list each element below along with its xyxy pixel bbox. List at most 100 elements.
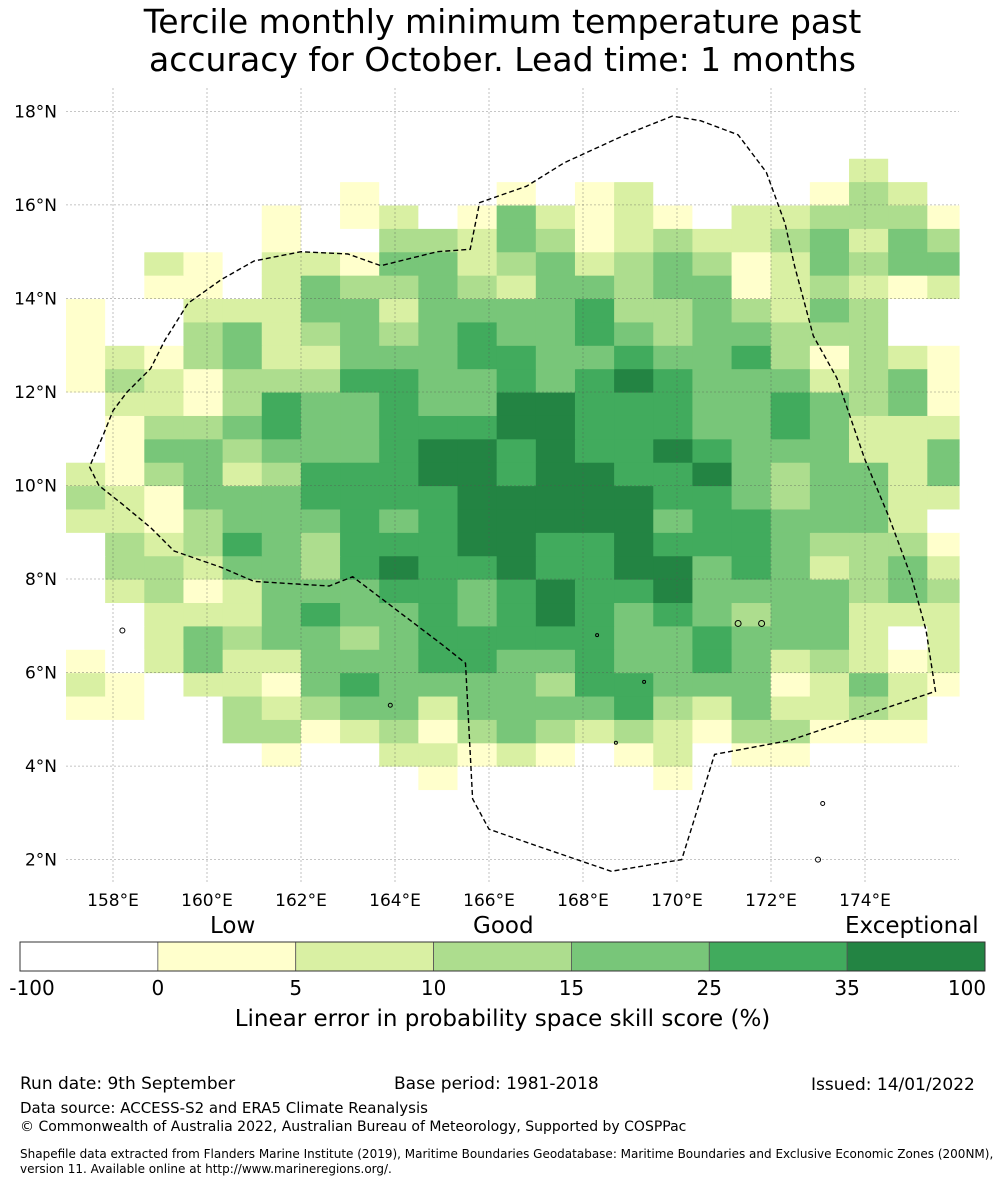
- skill-cell: [888, 789, 928, 814]
- skill-cell: [144, 158, 185, 183]
- skill-cell: [105, 649, 145, 674]
- skill-cell: [105, 695, 145, 720]
- skill-cell: [574, 508, 615, 533]
- skill-cell: [222, 275, 263, 300]
- skill-cell: [614, 275, 654, 300]
- skill-cell: [574, 88, 615, 112]
- skill-cell: [849, 462, 889, 487]
- skill-cell: [496, 438, 537, 463]
- y-tick-label: 14°N: [14, 289, 57, 309]
- skill-cell: [300, 228, 341, 253]
- skill-cell: [770, 649, 811, 674]
- skill-cell: [496, 368, 537, 393]
- skill-cell: [457, 462, 498, 487]
- skill-cell: [692, 415, 733, 440]
- skill-cell: [614, 485, 654, 510]
- colorbar-category-exceptional: Exceptional: [845, 913, 979, 939]
- skill-cell: [809, 812, 850, 837]
- skill-cell: [496, 719, 537, 744]
- skill-cell: [183, 602, 224, 627]
- skill-cell: [300, 251, 341, 276]
- skill-cell: [731, 111, 772, 136]
- skill-cell: [927, 812, 960, 837]
- colorbar-tick-label: -100: [9, 976, 54, 1000]
- skill-cell: [457, 836, 498, 861]
- skill-cell: [418, 391, 459, 416]
- skill-cell: [105, 859, 145, 884]
- skill-cell: [457, 111, 498, 136]
- skill-cell: [300, 158, 341, 183]
- skill-cell: [927, 321, 960, 346]
- skill-cell: [614, 321, 654, 346]
- skill-cell: [261, 485, 302, 510]
- skill-cell: [66, 415, 106, 440]
- skill-cell: [574, 719, 615, 744]
- shapefile-credit-line1: Shapefile data extracted from Flanders M…: [20, 1147, 994, 1161]
- skill-cell: [261, 251, 302, 276]
- skill-cell: [574, 111, 615, 136]
- skill-cell: [614, 579, 654, 604]
- skill-cell: [183, 415, 224, 440]
- skill-cell: [770, 672, 811, 697]
- skill-cell: [222, 88, 263, 112]
- skill-cell: [379, 812, 419, 837]
- skill-cell: [653, 298, 694, 323]
- skill-cell: [770, 345, 811, 370]
- skill-cell: [105, 321, 145, 346]
- skill-cell: [614, 555, 654, 580]
- skill-cell: [809, 321, 850, 346]
- skill-cell: [183, 532, 224, 557]
- skill-cell: [340, 742, 380, 767]
- skill-cell: [457, 649, 498, 674]
- skill-cell: [183, 438, 224, 463]
- skill-cell: [927, 181, 960, 206]
- skill-cell: [731, 438, 772, 463]
- skill-cell: [809, 345, 850, 370]
- skill-cell: [105, 672, 145, 697]
- skill-cell: [535, 111, 576, 136]
- skill-cell: [261, 321, 302, 346]
- skill-cell: [692, 859, 733, 884]
- skill-cell: [653, 134, 694, 159]
- skill-cell: [183, 508, 224, 533]
- skill-cell: [418, 836, 459, 861]
- skill-cell: [183, 812, 224, 837]
- skill-cell: [927, 228, 960, 253]
- skill-cell: [496, 672, 537, 697]
- skill-cell: [653, 111, 694, 136]
- skill-cell: [653, 695, 694, 720]
- skill-cell: [614, 88, 654, 112]
- skill-cell: [457, 298, 498, 323]
- skill-cell: [574, 742, 615, 767]
- base-period: Base period: 1981-2018: [394, 1074, 599, 1094]
- skill-cell: [692, 134, 733, 159]
- skill-cell: [888, 462, 928, 487]
- skill-cell: [770, 204, 811, 229]
- skill-cell: [653, 859, 694, 884]
- skill-cell: [340, 368, 380, 393]
- skill-cell: [692, 812, 733, 837]
- skill-cell: [692, 836, 733, 861]
- colorbar-outline: [19, 941, 986, 972]
- skill-cell: [300, 438, 341, 463]
- skill-cell: [144, 649, 185, 674]
- skill-cell: [614, 672, 654, 697]
- skill-cell: [809, 859, 850, 884]
- x-tick-label: 162°E: [275, 891, 327, 911]
- skill-cell: [888, 298, 928, 323]
- skill-cell: [300, 625, 341, 650]
- skill-cell: [300, 766, 341, 791]
- skill-cell: [653, 158, 694, 183]
- skill-cell: [770, 298, 811, 323]
- skill-cell: [849, 228, 889, 253]
- skill-cell: [809, 204, 850, 229]
- skill-cell: [66, 228, 106, 253]
- skill-cell: [300, 555, 341, 580]
- skill-cell: [653, 251, 694, 276]
- skill-cell: [457, 415, 498, 440]
- skill-cell: [496, 789, 537, 814]
- skill-cell: [340, 415, 380, 440]
- skill-cell: [300, 812, 341, 837]
- skill-cell: [144, 321, 185, 346]
- island: [758, 619, 766, 627]
